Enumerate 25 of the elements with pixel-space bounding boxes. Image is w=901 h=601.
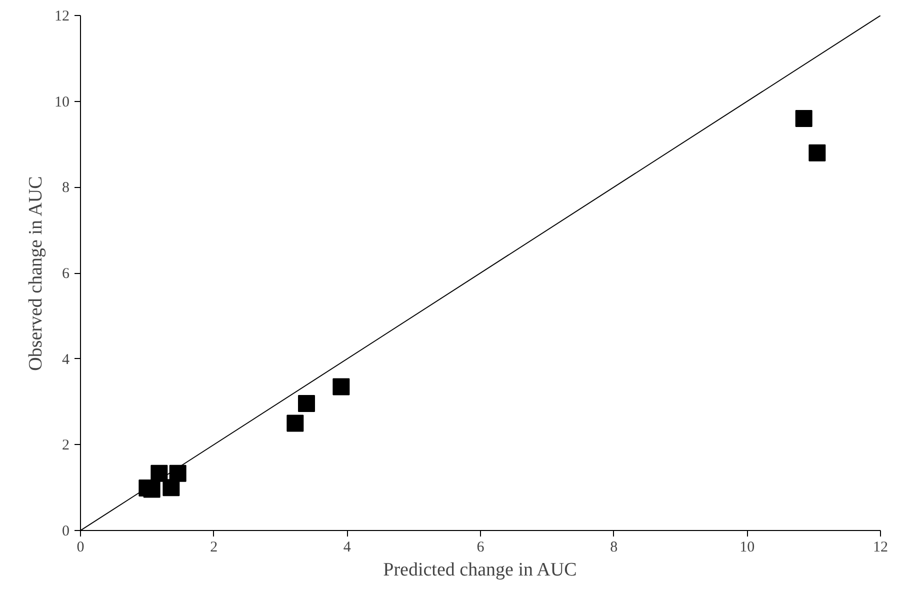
y-tick-label: 12 [54,8,70,24]
x-tick-label: 6 [476,540,485,556]
point [286,414,304,432]
point [332,378,350,396]
x-tick-label: 0 [76,540,84,556]
x-tick-label: 10 [740,540,755,556]
x-tick-label: 8 [610,540,618,556]
y-tick-label: 10 [54,94,70,110]
y-tick-label: 8 [62,180,70,196]
x-tick-label: 4 [343,540,352,556]
y-tick-label: 2 [62,438,70,454]
y-tick-label: 6 [62,266,70,282]
x-axis-title: Predicted change in AUC [383,560,577,580]
point [162,479,180,496]
point [795,110,812,127]
point [143,480,160,498]
y-tick-label: 4 [62,352,70,368]
point [808,144,826,162]
x-tick-label: 12 [873,540,888,556]
y-axis-title: Observed change in AUC [26,176,46,371]
point [150,464,168,482]
point [298,394,315,412]
point [169,464,186,482]
y-tick-label: 0 [62,524,70,540]
x-tick-label: 2 [210,540,218,556]
